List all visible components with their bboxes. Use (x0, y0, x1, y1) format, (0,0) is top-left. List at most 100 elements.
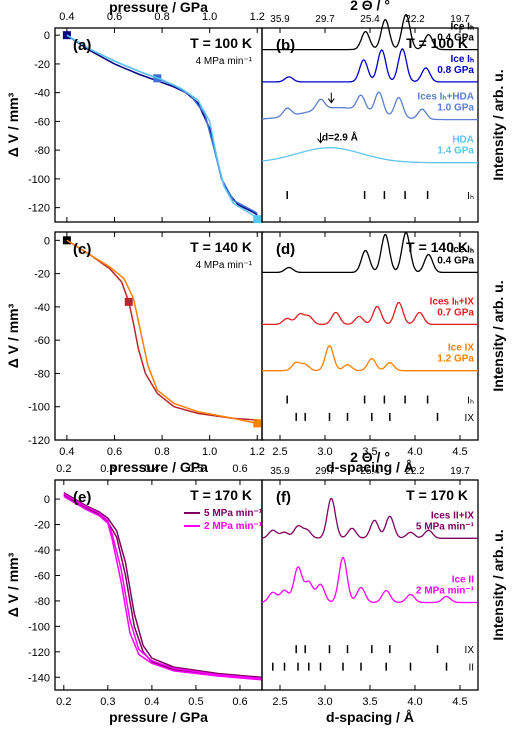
ytick-label: -140 (28, 672, 50, 684)
ytick-label: -40 (34, 88, 50, 100)
xtick-label: 0.4 (59, 446, 74, 458)
xtick-label: 4.5 (452, 696, 467, 708)
legend-label: 5 MPa min⁻¹ (204, 508, 263, 519)
top-theta-label: 2 Θ / ° (350, 449, 390, 465)
ytick-label: -80 (34, 596, 50, 608)
trace-label2: 2 MPa min⁻¹ (416, 586, 475, 597)
trace-label2: 1.0 GPa (437, 103, 474, 114)
xtick-label: 4.5 (452, 446, 467, 458)
top-tick-label: 19.7 (450, 466, 470, 477)
marker (253, 419, 261, 427)
trace-label2: 0.8 GPa (437, 65, 474, 76)
panel-letter: (a) (73, 37, 91, 54)
ytick-label: -80 (34, 368, 50, 380)
xtick-label: 0.4 (144, 696, 159, 708)
ytick-label: -100 (28, 174, 50, 186)
ytick-label: -60 (34, 116, 50, 128)
top-theta-label: 2 Θ / ° (350, 0, 390, 13)
trace-label1: Ices Iₕ+IX (430, 296, 475, 307)
top-tick-label: 35.9 (270, 466, 290, 477)
panel-letter: (f) (276, 489, 291, 506)
xtick-label: 3.0 (317, 446, 332, 458)
temp-label: T = 140 K (190, 239, 252, 255)
xtick-label: 3.5 (362, 696, 377, 708)
ref-label: IX (465, 413, 475, 424)
ytick-label: -80 (34, 145, 50, 157)
ylabel: Δ V / mm³ (5, 552, 21, 617)
ref-label: Iₕ (467, 396, 474, 407)
panel-letter: (b) (276, 37, 295, 54)
trace-label2: 1.2 GPa (437, 354, 474, 365)
ytick-label: -40 (34, 545, 50, 557)
trace-label2: 0.4 GPa (437, 255, 474, 266)
top-tick-label: 35.9 (270, 14, 290, 25)
ylabel: Δ V / mm³ (5, 303, 21, 368)
xtick-label: 0.2 (56, 463, 71, 475)
trace-label2: 0.7 GPa (437, 307, 474, 318)
trace-label1: Ice Iₕ (450, 54, 474, 65)
top-tick-label: 29.7 (315, 466, 335, 477)
rate-label: 4 MPa min⁻¹ (196, 260, 253, 271)
xtick-label: 3.0 (317, 696, 332, 708)
ytick-label: -120 (28, 647, 50, 659)
xlabel: d-spacing / Å (326, 709, 414, 725)
ytick-label: -20 (34, 269, 50, 281)
trace-label1: HDA (452, 135, 474, 146)
xtick-label: 0.8 (154, 446, 169, 458)
ytick-label: 0 (44, 30, 50, 42)
temp-label: T = 140 K (406, 239, 468, 255)
xtick-label: 2.5 (272, 446, 287, 458)
xtick-label: 1.2 (250, 11, 265, 23)
temp-label: T = 170 K (406, 487, 468, 503)
xtick-label: 2.5 (272, 696, 287, 708)
xtick-label: 0.5 (188, 463, 203, 475)
ytick-label: -100 (28, 402, 50, 414)
xtick-label: 1.2 (250, 446, 265, 458)
trace-label2: 5 MPa min⁻¹ (416, 521, 475, 532)
xtick-label: 0.6 (107, 446, 122, 458)
ref-label: Iₕ (467, 191, 474, 202)
xtick-label: 0.3 (100, 696, 115, 708)
ytick-label: -20 (34, 520, 50, 532)
marker (63, 31, 71, 39)
xtick-label: 0.4 (59, 11, 74, 23)
d-label: d=2.9 Å (322, 131, 358, 144)
top-pressure-label: pressure / GPa (109, 0, 208, 15)
top-tick-label: 25.4 (360, 466, 380, 477)
xtick-label: 0.5 (188, 696, 203, 708)
xtick-label: 0.4 (144, 463, 159, 475)
temp-label: T = 100 K (190, 35, 252, 51)
ytick-label: -40 (34, 302, 50, 314)
ytick-label: -120 (28, 203, 50, 215)
xtick-label: 0.6 (232, 696, 247, 708)
trace-label1: Ice II (452, 575, 474, 586)
marker (125, 298, 133, 306)
ytick-label: -20 (34, 59, 50, 71)
ytick-label: -120 (28, 435, 50, 447)
marker (253, 215, 261, 223)
ytick-label: 0 (44, 494, 50, 506)
xtick-label: 0.3 (100, 463, 115, 475)
xtick-label: 4.0 (407, 696, 422, 708)
ylabel: Δ V / mm³ (5, 92, 21, 157)
axes-box (262, 28, 478, 222)
temp-label: T = 170 K (190, 487, 252, 503)
trace-label1: Ice Iₕ (450, 22, 474, 33)
ref-label: IX (465, 645, 475, 656)
trace-label2: 1.4 GPa (437, 146, 474, 157)
xtick-label: 0.6 (232, 463, 247, 475)
panel-letter: (d) (276, 241, 295, 258)
legend-label: 2 MPa min⁻¹ (204, 521, 263, 532)
ytick-label: -60 (34, 570, 50, 582)
trace-label1: Ice IX (448, 343, 474, 354)
trace-label1: Ices II+IX (431, 510, 474, 521)
ytick-label: 0 (44, 235, 50, 247)
ytick-label: -100 (28, 621, 50, 633)
rate-label: 4 MPa min⁻¹ (196, 56, 253, 67)
top-tick-label: 29.7 (315, 14, 335, 25)
top-tick-label: 25.4 (360, 14, 380, 25)
ylabel: Intensity / arb. u. (490, 529, 506, 640)
xtick-label: 1.0 (202, 446, 217, 458)
temp-label: T = 100 K (406, 35, 468, 51)
xtick-label: 0.2 (56, 696, 71, 708)
